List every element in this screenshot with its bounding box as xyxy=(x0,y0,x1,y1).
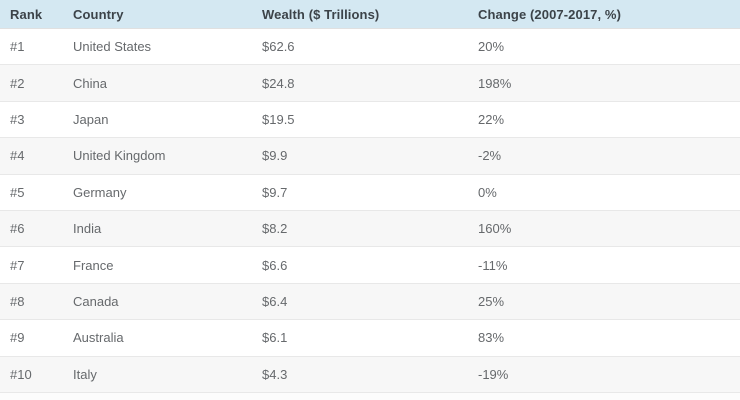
cell-rank: #9 xyxy=(10,330,25,346)
cell-wealth: $24.8 xyxy=(262,75,295,91)
table-row: #9 Australia $6.1 83% xyxy=(0,320,740,357)
cell-wealth: $6.4 xyxy=(262,293,288,309)
cell-country: Australia xyxy=(73,330,124,346)
cell-rank: #2 xyxy=(10,75,25,91)
cell-change: -2% xyxy=(478,148,502,164)
table-row: #1 United States $62.6 20% xyxy=(0,29,740,66)
cell-rank: #4 xyxy=(10,148,25,164)
table-row: #8 Canada $6.4 25% xyxy=(0,283,740,321)
table-row: #4 United Kingdom $9.9 -2% xyxy=(0,138,740,175)
column-header-rank: Rank xyxy=(10,6,43,22)
cell-country: United States xyxy=(73,39,152,55)
cell-wealth: $6.6 xyxy=(262,257,288,273)
cell-change: 25% xyxy=(478,293,505,309)
cell-change: 20% xyxy=(478,39,505,55)
cell-wealth: $19.5 xyxy=(262,111,295,127)
table-row: #3 Japan $19.5 22% xyxy=(0,101,740,139)
table-row: #2 China $24.8 198% xyxy=(0,65,740,102)
column-header-country: Country xyxy=(73,6,124,22)
cell-change: -11% xyxy=(478,257,508,273)
cell-country: Germany xyxy=(73,184,127,200)
table-bottom-partial-row xyxy=(0,392,740,400)
table-header-row: Rank Country Wealth ($ Trillions) Change… xyxy=(0,0,740,29)
cell-change: 160% xyxy=(478,221,512,237)
table-row: #10 Italy $4.3 -19% xyxy=(0,356,740,393)
cell-wealth: $9.7 xyxy=(262,184,288,200)
cell-wealth: $8.2 xyxy=(262,221,288,237)
cell-wealth: $62.6 xyxy=(262,39,295,55)
cell-change: 22% xyxy=(478,111,505,127)
cell-country: Italy xyxy=(73,366,97,382)
table-body: #1 United States $62.6 20% #2 China $24.8 198% #… xyxy=(0,29,740,393)
cell-change: 198% xyxy=(478,75,512,91)
cell-rank: #3 xyxy=(10,111,25,127)
cell-change: 83% xyxy=(478,330,505,346)
cell-rank: #6 xyxy=(10,221,25,237)
cell-rank: #8 xyxy=(10,293,25,309)
cell-country: Canada xyxy=(73,293,119,309)
column-header-change: Change (2007-2017, %) xyxy=(478,6,621,22)
cell-wealth: $9.9 xyxy=(262,148,288,164)
cell-wealth: $4.3 xyxy=(262,366,288,382)
cell-country: India xyxy=(73,221,102,237)
cell-rank: #7 xyxy=(10,257,25,273)
cell-country: China xyxy=(73,75,107,91)
cell-rank: #10 xyxy=(10,366,32,382)
column-header-wealth: Wealth ($ Trillions) xyxy=(262,6,380,22)
table-row: #5 Germany $9.7 0% xyxy=(0,174,740,211)
cell-change: 0% xyxy=(478,184,497,200)
cell-rank: #1 xyxy=(10,39,25,55)
table-row: #7 France $6.6 -11% xyxy=(0,247,740,284)
cell-rank: #5 xyxy=(10,184,25,200)
cell-change: -19% xyxy=(478,366,509,382)
cell-country: Japan xyxy=(73,111,109,127)
cell-country: France xyxy=(73,257,114,273)
table-row: #6 India $8.2 160% xyxy=(0,210,740,248)
cell-country: United Kingdom xyxy=(73,148,166,164)
cell-wealth: $6.1 xyxy=(262,330,288,346)
